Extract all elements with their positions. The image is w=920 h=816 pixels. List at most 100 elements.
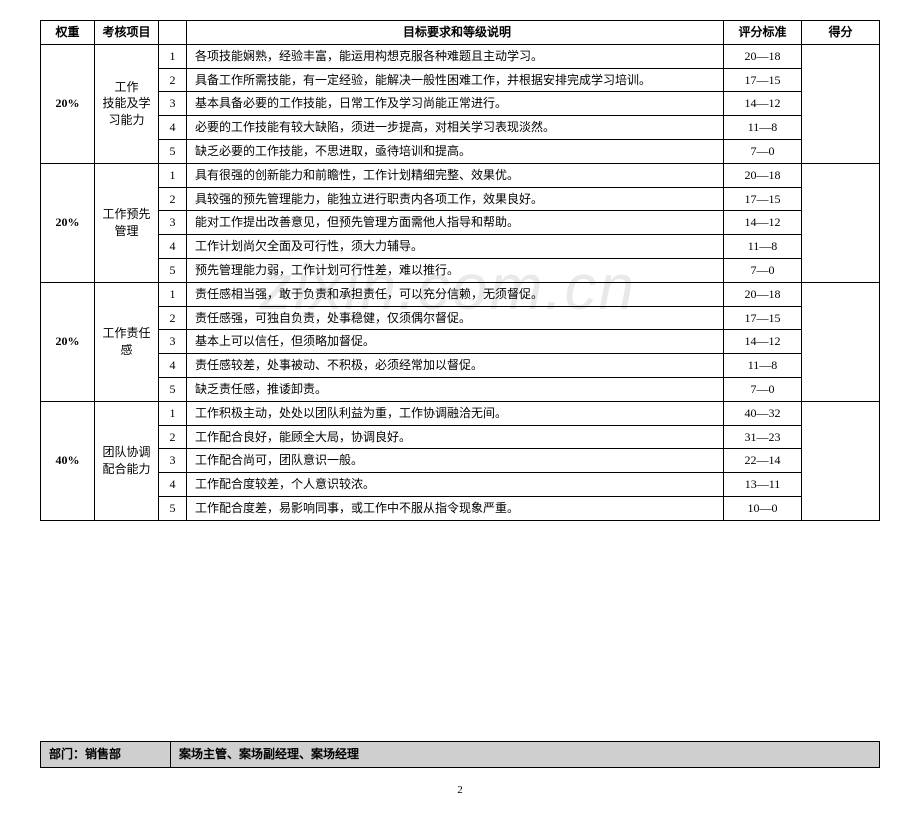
footer-dept: 部门：销售部 — [41, 741, 171, 767]
row-num: 5 — [159, 139, 187, 163]
row-score: 17—15 — [724, 306, 802, 330]
row-score: 20—18 — [724, 282, 802, 306]
row-score: 13—11 — [724, 473, 802, 497]
row-num: 3 — [159, 211, 187, 235]
table-row: 2责任感强，可独自负责，处事稳健，仅须偶尔督促。17—15 — [41, 306, 880, 330]
row-num: 2 — [159, 187, 187, 211]
weight-cell: 20% — [41, 44, 95, 163]
row-score: 17—15 — [724, 68, 802, 92]
row-num: 1 — [159, 44, 187, 68]
row-desc: 责任感较差，处事被动、不积极，必须经常加以督促。 — [187, 354, 724, 378]
row-desc: 工作配合尚可，团队意识一般。 — [187, 449, 724, 473]
page-number: 2 — [40, 784, 880, 796]
table-row: 5缺乏责任感，推诿卸责。7—0 — [41, 377, 880, 401]
table-row: 5预先管理能力弱，工作计划可行性差，难以推行。7—0 — [41, 258, 880, 282]
row-num: 2 — [159, 68, 187, 92]
table-row: 4工作配合度较差，个人意识较浓。13—11 — [41, 473, 880, 497]
table-row: 20%工作预先管理1具有很强的创新能力和前瞻性，工作计划精细完整、效果优。20—… — [41, 163, 880, 187]
row-num: 2 — [159, 425, 187, 449]
row-num: 1 — [159, 282, 187, 306]
row-desc: 缺乏责任感，推诿卸责。 — [187, 377, 724, 401]
row-score: 17—15 — [724, 187, 802, 211]
row-num: 3 — [159, 92, 187, 116]
row-score: 20—18 — [724, 44, 802, 68]
row-num: 3 — [159, 330, 187, 354]
item-cell: 工作预先管理 — [95, 163, 159, 282]
grade-cell — [802, 44, 880, 163]
header-grade: 得分 — [802, 21, 880, 45]
grade-cell — [802, 282, 880, 401]
row-desc: 必要的工作技能有较大缺陷，须进一步提高，对相关学习表现淡然。 — [187, 116, 724, 140]
row-desc: 工作配合度较差，个人意识较浓。 — [187, 473, 724, 497]
row-desc: 能对工作提出改善意见，但预先管理方面需他人指导和帮助。 — [187, 211, 724, 235]
row-desc: 工作配合度差，易影响同事，或工作中不服从指令现象严重。 — [187, 496, 724, 520]
table-row: 20%工作技能及学习能力1各项技能娴熟，经验丰富，能运用构想克服各种难题且主动学… — [41, 44, 880, 68]
row-desc: 具有很强的创新能力和前瞻性，工作计划精细完整、效果优。 — [187, 163, 724, 187]
table-row: 2工作配合良好，能顾全大局，协调良好。31—23 — [41, 425, 880, 449]
evaluation-table: 权重 考核项目 目标要求和等级说明 评分标准 得分 20%工作技能及学习能力1各… — [40, 20, 880, 521]
table-row: 3工作配合尚可，团队意识一般。22—14 — [41, 449, 880, 473]
row-score: 22—14 — [724, 449, 802, 473]
row-score: 11—8 — [724, 116, 802, 140]
row-score: 14—12 — [724, 211, 802, 235]
row-score: 7—0 — [724, 377, 802, 401]
header-score: 评分标准 — [724, 21, 802, 45]
weight-cell: 40% — [41, 401, 95, 520]
table-row: 2具备工作所需技能，有一定经验，能解决一般性困难工作，并根据安排完成学习培训。1… — [41, 68, 880, 92]
row-num: 1 — [159, 401, 187, 425]
row-desc: 工作计划尚欠全面及可行性，须大力辅导。 — [187, 235, 724, 259]
row-score: 11—8 — [724, 235, 802, 259]
row-num: 5 — [159, 496, 187, 520]
row-desc: 缺乏必要的工作技能，不思进取，亟待培训和提高。 — [187, 139, 724, 163]
row-desc: 工作配合良好，能顾全大局，协调良好。 — [187, 425, 724, 449]
row-score: 11—8 — [724, 354, 802, 378]
row-num: 2 — [159, 306, 187, 330]
row-score: 14—12 — [724, 330, 802, 354]
row-desc: 各项技能娴熟，经验丰富，能运用构想克服各种难题且主动学习。 — [187, 44, 724, 68]
header-item: 考核项目 — [95, 21, 159, 45]
header-num-blank — [159, 21, 187, 45]
table-row: 3能对工作提出改善意见，但预先管理方面需他人指导和帮助。14—12 — [41, 211, 880, 235]
table-row: 3基本上可以信任，但须略加督促。14—12 — [41, 330, 880, 354]
row-desc: 责任感强，可独自负责，处事稳健，仅须偶尔督促。 — [187, 306, 724, 330]
row-score: 20—18 — [724, 163, 802, 187]
table-row: 20%工作责任感1责任感相当强，敢于负责和承担责任，可以充分信赖，无须督促。20… — [41, 282, 880, 306]
item-cell: 工作技能及学习能力 — [95, 44, 159, 163]
row-desc: 具备工作所需技能，有一定经验，能解决一般性困难工作，并根据安排完成学习培训。 — [187, 68, 724, 92]
grade-cell — [802, 401, 880, 520]
row-num: 4 — [159, 473, 187, 497]
row-desc: 基本上可以信任，但须略加督促。 — [187, 330, 724, 354]
table-row: 5工作配合度差，易影响同事，或工作中不服从指令现象严重。10—0 — [41, 496, 880, 520]
table-row: 4工作计划尚欠全面及可行性，须大力辅导。11—8 — [41, 235, 880, 259]
weight-cell: 20% — [41, 282, 95, 401]
footer-bar: 部门：销售部 案场主管、案场副经理、案场经理 — [40, 741, 880, 768]
row-desc: 责任感相当强，敢于负责和承担责任，可以充分信赖，无须督促。 — [187, 282, 724, 306]
item-cell: 工作责任感 — [95, 282, 159, 401]
row-desc: 预先管理能力弱，工作计划可行性差，难以推行。 — [187, 258, 724, 282]
table-row: 4责任感较差，处事被动、不积极，必须经常加以督促。11—8 — [41, 354, 880, 378]
weight-cell: 20% — [41, 163, 95, 282]
row-score: 14—12 — [724, 92, 802, 116]
row-desc: 工作积极主动，处处以团队利益为重，工作协调融洽无间。 — [187, 401, 724, 425]
row-desc: 具较强的预先管理能力，能独立进行职责内各项工作，效果良好。 — [187, 187, 724, 211]
row-score: 31—23 — [724, 425, 802, 449]
table-row: 3基本具备必要的工作技能，日常工作及学习尚能正常进行。14—12 — [41, 92, 880, 116]
table-row: 4必要的工作技能有较大缺陷，须进一步提高，对相关学习表现淡然。11—8 — [41, 116, 880, 140]
table-row: 2具较强的预先管理能力，能独立进行职责内各项工作，效果良好。17—15 — [41, 187, 880, 211]
grade-cell — [802, 163, 880, 282]
row-num: 4 — [159, 354, 187, 378]
row-score: 10—0 — [724, 496, 802, 520]
row-num: 5 — [159, 377, 187, 401]
header-desc: 目标要求和等级说明 — [187, 21, 724, 45]
row-desc: 基本具备必要的工作技能，日常工作及学习尚能正常进行。 — [187, 92, 724, 116]
row-num: 3 — [159, 449, 187, 473]
table-row: 5缺乏必要的工作技能，不思进取，亟待培训和提高。7—0 — [41, 139, 880, 163]
row-num: 1 — [159, 163, 187, 187]
row-score: 7—0 — [724, 139, 802, 163]
footer-roles: 案场主管、案场副经理、案场经理 — [171, 741, 880, 767]
table-row: 40%团队协调配合能力1工作积极主动，处处以团队利益为重，工作协调融洽无间。40… — [41, 401, 880, 425]
row-num: 5 — [159, 258, 187, 282]
row-num: 4 — [159, 235, 187, 259]
row-num: 4 — [159, 116, 187, 140]
row-score: 40—32 — [724, 401, 802, 425]
